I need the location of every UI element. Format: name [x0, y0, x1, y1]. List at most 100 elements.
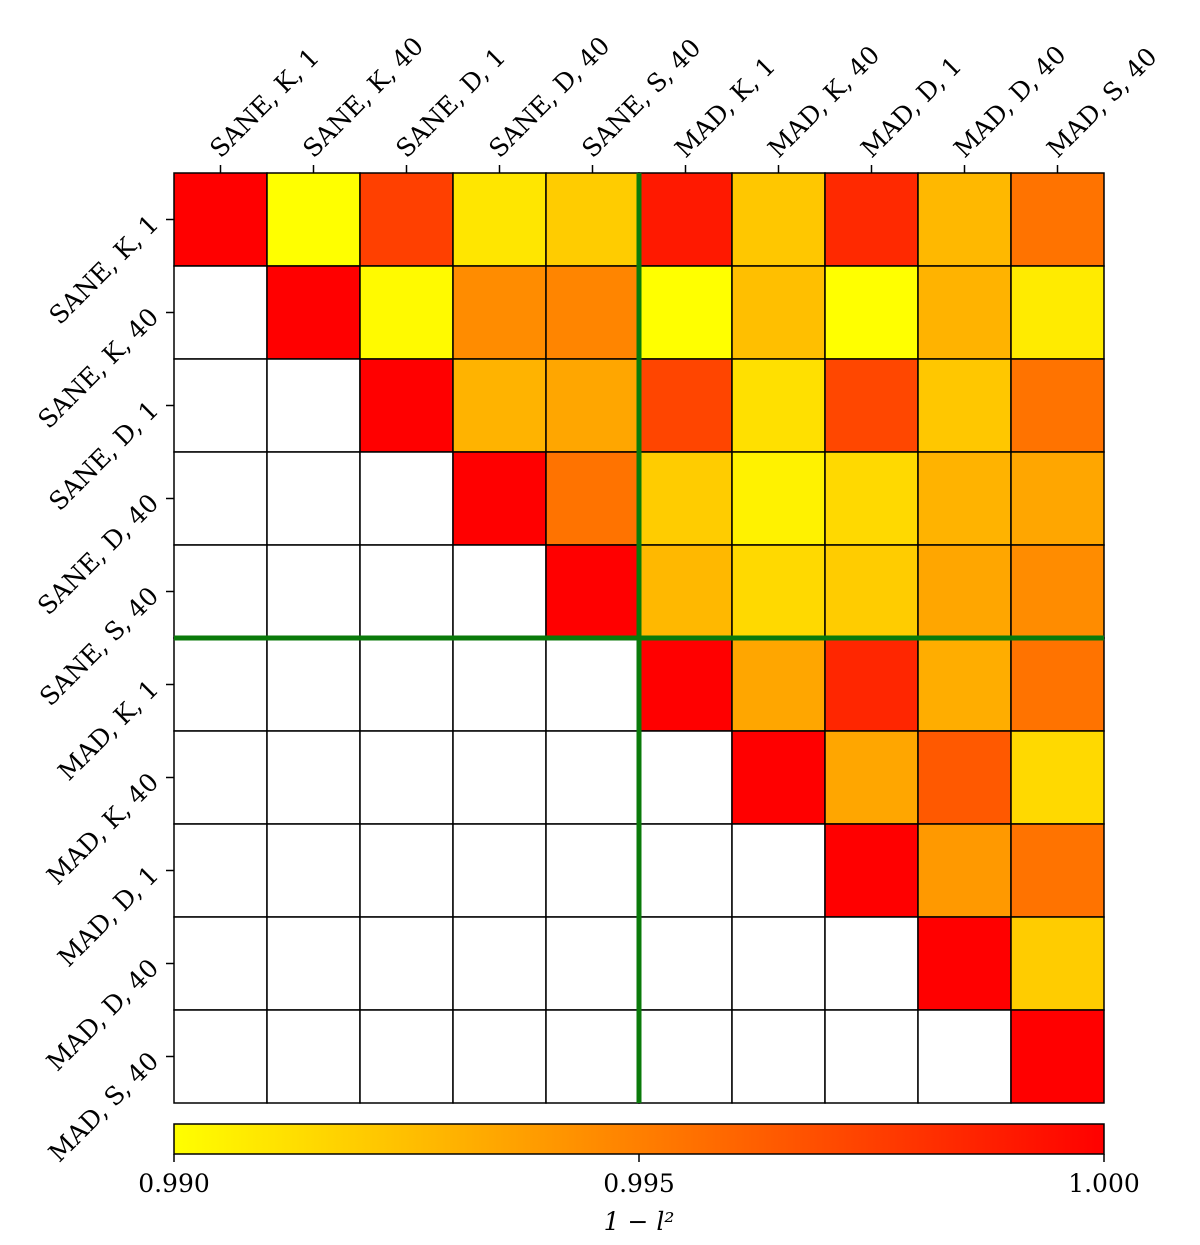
heatmap-cell-2-1 [266, 358, 361, 453]
heatmap-cell-7-3 [452, 823, 547, 918]
heatmap-cell-4-5 [638, 544, 733, 639]
heatmap-cell-3-0 [173, 451, 268, 546]
heatmap-cell-0-8 [917, 172, 1012, 267]
heatmap-cell-6-1 [266, 730, 361, 825]
heatmap-cell-2-7 [824, 358, 919, 453]
heatmap-cell-7-8 [917, 823, 1012, 918]
heatmap-cell-4-4 [545, 544, 640, 639]
heatmap-cell-5-2 [359, 637, 454, 732]
heatmap-cell-6-6 [731, 730, 826, 825]
heatmap-cell-0-6 [731, 172, 826, 267]
heatmap-cell-8-8 [917, 916, 1012, 1011]
heatmap-cell-4-3 [452, 544, 547, 639]
heatmap-cell-4-8 [917, 544, 1012, 639]
heatmap-cell-3-4 [545, 451, 640, 546]
colorbar-tick-label: 0.995 [603, 1169, 675, 1198]
heatmap-cell-8-3 [452, 916, 547, 1011]
heatmap-cell-1-4 [545, 265, 640, 360]
heatmap-cell-8-5 [638, 916, 733, 1011]
heatmap-cell-5-5 [638, 637, 733, 732]
colorbar-tick-label: 0.990 [138, 1169, 210, 1198]
heatmap-cell-1-2 [359, 265, 454, 360]
heatmap-cell-6-9 [1010, 730, 1105, 825]
heatmap-cell-8-2 [359, 916, 454, 1011]
colorbar-tick-label: 1.000 [1068, 1169, 1140, 1198]
heatmap-cell-1-8 [917, 265, 1012, 360]
heatmap-cell-7-6 [731, 823, 826, 918]
heatmap-cell-9-6 [731, 1009, 826, 1104]
colorbar-ticks: 0.990 0.995 1.000 [138, 1154, 1140, 1198]
heatmap-cell-5-6 [731, 637, 826, 732]
heatmap-cell-3-9 [1010, 451, 1105, 546]
heatmap-cell-1-6 [731, 265, 826, 360]
heatmap-cell-7-1 [266, 823, 361, 918]
heatmap-cell-3-3 [452, 451, 547, 546]
colorbar-gradient [173, 1123, 1105, 1155]
heatmap-cell-8-7 [824, 916, 919, 1011]
heatmap-cell-6-4 [545, 730, 640, 825]
heatmap-cell-6-8 [917, 730, 1012, 825]
heatmap-cell-0-0 [173, 172, 268, 267]
heatmap-cell-3-8 [917, 451, 1012, 546]
heatmap-cell-1-1 [266, 265, 361, 360]
heatmap-cell-8-9 [1010, 916, 1105, 1011]
heatmap-cell-6-2 [359, 730, 454, 825]
heatmap-cell-4-0 [173, 544, 268, 639]
heatmap-cell-3-5 [638, 451, 733, 546]
heatmap-cell-9-1 [266, 1009, 361, 1104]
heatmap-cell-8-1 [266, 916, 361, 1011]
heatmap-cell-1-7 [824, 265, 919, 360]
heatmap-cell-8-4 [545, 916, 640, 1011]
heatmap-cell-8-6 [731, 916, 826, 1011]
colorbar-label: 1 − l² [604, 1207, 675, 1236]
heatmap-cell-9-9 [1010, 1009, 1105, 1104]
heatmap-cell-5-1 [266, 637, 361, 732]
heatmap-cell-2-5 [638, 358, 733, 453]
heatmap-cell-3-7 [824, 451, 919, 546]
heatmap-cell-0-4 [545, 172, 640, 267]
heatmap-cell-0-1 [266, 172, 361, 267]
heatmap-cell-7-0 [173, 823, 268, 918]
heatmap-cell-0-3 [452, 172, 547, 267]
heatmap-cell-5-4 [545, 637, 640, 732]
heatmap-cell-2-9 [1010, 358, 1105, 453]
heatmap-cell-4-7 [824, 544, 919, 639]
heatmap-cell-6-0 [173, 730, 268, 825]
heatmap-cell-4-9 [1010, 544, 1105, 639]
heatmap-cell-2-6 [731, 358, 826, 453]
heatmap-cell-9-2 [359, 1009, 454, 1104]
heatmap-cell-2-8 [917, 358, 1012, 453]
heatmap-cell-5-8 [917, 637, 1012, 732]
heatmap-cell-0-9 [1010, 172, 1105, 267]
heatmap-cell-3-6 [731, 451, 826, 546]
heatmap-cell-9-7 [824, 1009, 919, 1104]
group-dividers [174, 173, 1104, 1103]
heatmap-cell-2-4 [545, 358, 640, 453]
heatmap-cell-5-9 [1010, 637, 1105, 732]
heatmap-cell-2-2 [359, 358, 454, 453]
heatmap-cell-1-5 [638, 265, 733, 360]
heatmap-cell-7-2 [359, 823, 454, 918]
heatmap-cell-9-3 [452, 1009, 547, 1104]
heatmap-cell-1-3 [452, 265, 547, 360]
heatmap-cell-9-8 [917, 1009, 1012, 1104]
heatmap-cell-9-0 [173, 1009, 268, 1104]
heatmap-cell-0-5 [638, 172, 733, 267]
heatmap-cell-7-4 [545, 823, 640, 918]
heatmap-cell-5-3 [452, 637, 547, 732]
heatmap-cell-4-1 [266, 544, 361, 639]
heatmap-cell-9-4 [545, 1009, 640, 1104]
heatmap-cell-5-7 [824, 637, 919, 732]
heatmap-cell-3-1 [266, 451, 361, 546]
heatmap-cell-7-9 [1010, 823, 1105, 918]
heatmap-cell-6-7 [824, 730, 919, 825]
heatmap-cell-0-2 [359, 172, 454, 267]
heatmap-cell-7-7 [824, 823, 919, 918]
heatmap-cell-9-5 [638, 1009, 733, 1104]
heatmap-cell-3-2 [359, 451, 454, 546]
heatmap-cell-5-0 [173, 637, 268, 732]
heatmap-cell-2-3 [452, 358, 547, 453]
heatmap-cell-0-7 [824, 172, 919, 267]
